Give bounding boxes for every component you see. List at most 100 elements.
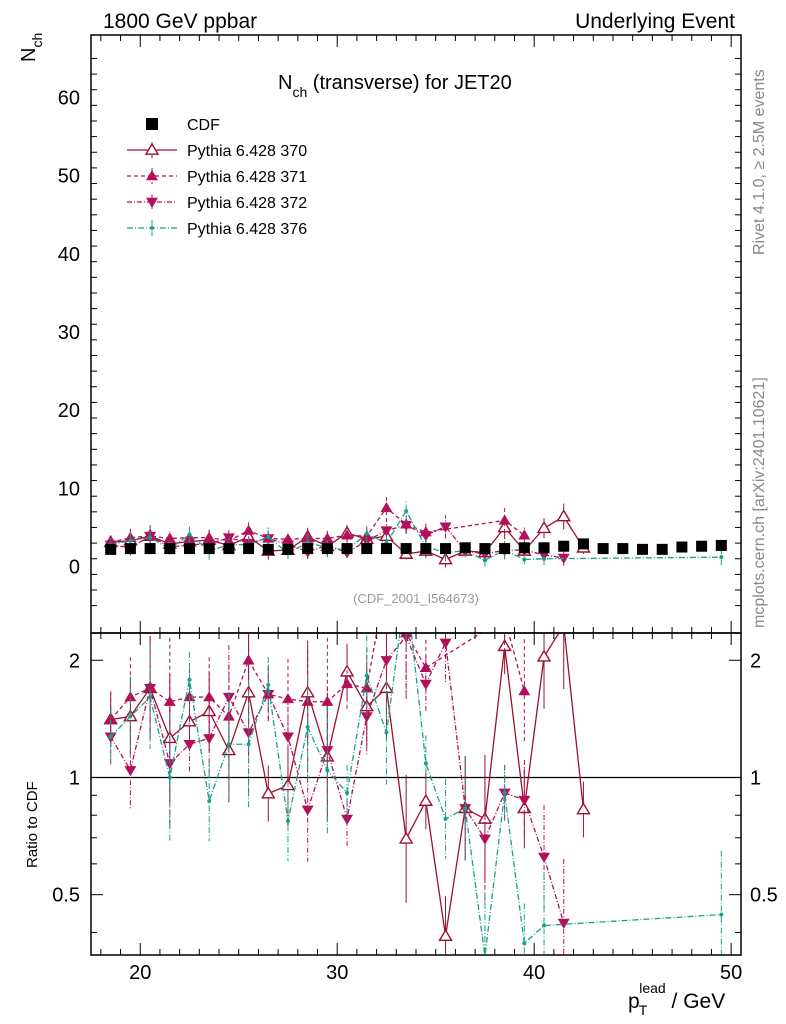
legend-label: Pythia 6.428 372 bbox=[187, 195, 307, 212]
cdf-data-point bbox=[597, 543, 609, 555]
cdf-data-point bbox=[302, 543, 314, 555]
ratio-y-tick-label-right: 2 bbox=[750, 650, 761, 672]
cdf-data-point bbox=[479, 543, 491, 555]
mc-data-point bbox=[281, 732, 294, 743]
cdf-data-point bbox=[243, 543, 255, 555]
x-axis-label: pTlead / GeV bbox=[628, 980, 725, 1018]
mc-data-point bbox=[518, 529, 531, 540]
mc-data-point bbox=[478, 834, 491, 845]
chart-title-n: N bbox=[278, 72, 292, 94]
mc-data-point bbox=[398, 831, 414, 844]
cdf-data-point bbox=[538, 542, 550, 554]
cdf-data-point bbox=[518, 542, 530, 554]
mc-data-point bbox=[380, 526, 393, 537]
mc-data-point bbox=[261, 786, 276, 799]
cdf-data-point bbox=[656, 543, 668, 555]
ratio-series-line bbox=[110, 633, 722, 955]
mc-data-point bbox=[719, 555, 724, 560]
mc-data-point bbox=[203, 734, 216, 745]
mc-data-point bbox=[542, 556, 547, 561]
mc-data-point bbox=[183, 531, 196, 542]
mc-data-point bbox=[144, 142, 160, 155]
cdf-data-point bbox=[577, 538, 589, 550]
chart-title-sub: ch bbox=[292, 84, 307, 100]
mc-data-point bbox=[246, 742, 251, 747]
mc-data-point bbox=[418, 793, 434, 807]
mc-data-point bbox=[341, 677, 354, 689]
mc-data-point bbox=[148, 695, 153, 700]
mc-data-point bbox=[187, 677, 192, 682]
mc-data-point bbox=[341, 814, 354, 825]
side-rivet-label: Rivet 4.1.0, ≥ 2.5M events bbox=[751, 69, 768, 255]
cdf-data-point bbox=[262, 543, 274, 555]
mc-data-point bbox=[536, 520, 552, 534]
mc-data-point bbox=[419, 679, 432, 690]
x-tick-label: 30 bbox=[326, 962, 348, 984]
y-tick-label: 40 bbox=[58, 244, 80, 266]
ratio-series-group bbox=[108, 633, 724, 955]
y-label-sub: ch bbox=[29, 33, 45, 48]
mc-data-point bbox=[144, 683, 157, 695]
mc-data-point bbox=[146, 170, 158, 181]
mc-data-point bbox=[167, 775, 172, 780]
mc-data-point bbox=[150, 226, 154, 230]
mc-data-point bbox=[364, 673, 369, 678]
x-tick-label: 50 bbox=[720, 962, 742, 984]
cdf-data-point bbox=[164, 543, 176, 555]
cdf-data-point bbox=[440, 543, 452, 555]
mc-data-point bbox=[360, 712, 373, 723]
mc-data-point bbox=[325, 768, 330, 773]
mc-data-point bbox=[404, 509, 409, 514]
mc-data-point bbox=[439, 638, 452, 649]
cdf-data-point bbox=[617, 543, 629, 555]
ratio-plot-area: 0.5 0.5 1 1 2 2 bbox=[52, 633, 778, 955]
y-tick-label: 10 bbox=[58, 478, 80, 500]
cdf-data-point bbox=[558, 540, 570, 552]
ratio-y-label-text: Ratio to CDF bbox=[24, 781, 41, 868]
cdf-data-point bbox=[361, 543, 373, 555]
mc-data-point bbox=[538, 852, 551, 863]
mc-data-point bbox=[522, 557, 527, 562]
mc-data-point bbox=[242, 728, 255, 739]
cdf-data-point bbox=[400, 543, 412, 555]
y-tick-label: 30 bbox=[58, 322, 80, 344]
mc-data-point bbox=[345, 790, 350, 795]
mc-data-point bbox=[187, 532, 192, 537]
cdf-data-point bbox=[676, 541, 688, 553]
mc-data-point bbox=[518, 685, 531, 696]
mc-data-point bbox=[108, 734, 113, 739]
mc-data-point bbox=[438, 928, 453, 942]
mc-data-point bbox=[242, 654, 255, 665]
cdf-data-point bbox=[696, 540, 708, 552]
mc-data-point bbox=[207, 799, 212, 804]
x-tick-label: 40 bbox=[523, 962, 545, 984]
legend-label: Pythia 6.428 371 bbox=[187, 169, 307, 186]
series-line bbox=[110, 524, 564, 559]
mc-data-point bbox=[305, 725, 310, 730]
series-line bbox=[110, 506, 525, 543]
chart-title-rest: (transverse) for JET20 bbox=[307, 72, 512, 94]
mc-data-point bbox=[163, 532, 176, 543]
mc-data-point bbox=[301, 805, 314, 816]
mc-data-point bbox=[556, 509, 571, 522]
cdf-data-point bbox=[380, 543, 392, 555]
ratio-y-tick-label: 0.5 bbox=[52, 885, 80, 907]
mc-data-point bbox=[341, 529, 354, 540]
main-plot-area: 20 30 40 50 0 10 20 30 40 50 60 bbox=[58, 35, 742, 984]
mc-data-point bbox=[364, 531, 369, 536]
cdf-data-point bbox=[459, 542, 471, 554]
cdf-data-point bbox=[321, 543, 333, 555]
ratio-y-tick-label: 2 bbox=[69, 650, 80, 672]
cdf-data-point bbox=[282, 543, 294, 555]
mc-data-point bbox=[266, 683, 271, 688]
legend-label: Pythia 6.428 370 bbox=[187, 143, 307, 160]
mc-data-point bbox=[439, 522, 452, 533]
mc-data-point bbox=[400, 520, 413, 532]
ratio-series-group bbox=[104, 633, 570, 954]
legend-label: Pythia 6.428 376 bbox=[187, 221, 307, 238]
mc-data-point bbox=[124, 766, 137, 777]
mc-data-point bbox=[384, 730, 389, 735]
x-label-sup: lead bbox=[639, 980, 665, 996]
mc-data-point bbox=[203, 531, 216, 542]
ratio-y-tick-label: 1 bbox=[69, 767, 80, 789]
